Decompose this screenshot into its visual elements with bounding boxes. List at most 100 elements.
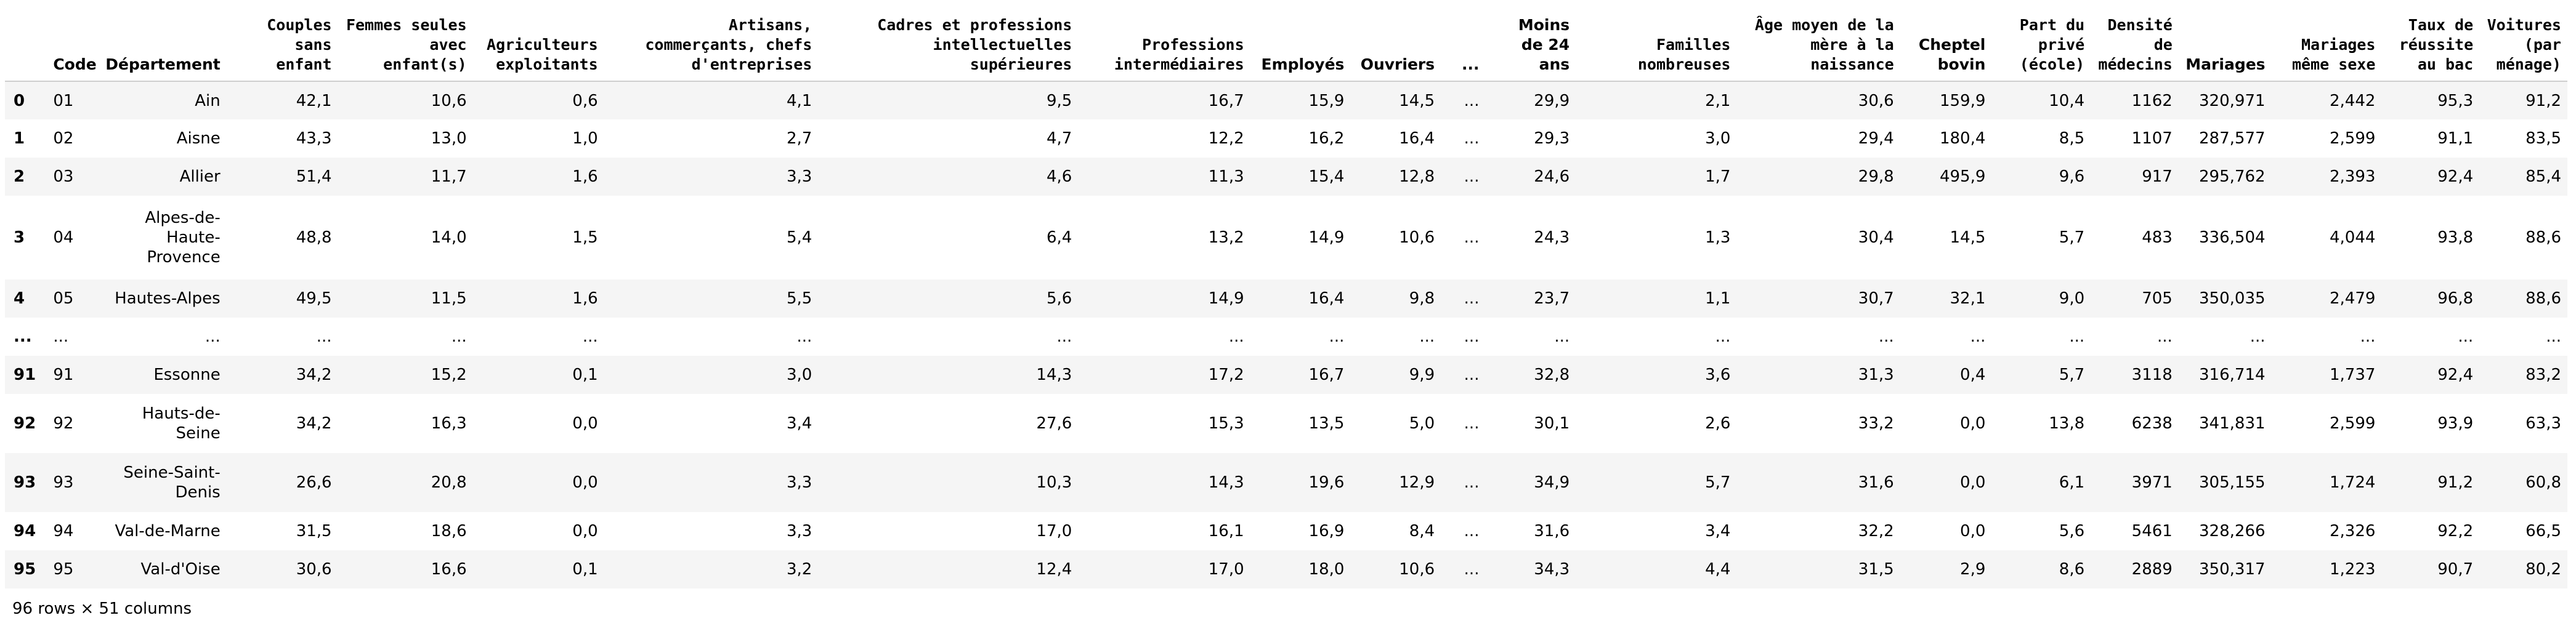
table-cell: 31,6 [1534, 522, 1570, 540]
table-cell: 83,2 [2525, 366, 2561, 384]
table-cell: 88,6 [2525, 228, 2561, 247]
table-cell: ... [1056, 327, 1072, 346]
table-cell: 5,7 [1705, 473, 1731, 492]
table-cell: 3,3 [786, 522, 812, 540]
table-cell: 2,326 [2329, 522, 2376, 540]
table-cell: 14,3 [1036, 366, 1072, 384]
table-cell: 1,0 [572, 129, 598, 148]
table-cell: 2,442 [2329, 91, 2376, 110]
column-header: Moins de 24 ans [1485, 0, 1576, 82]
table-cell: 14,3 [1208, 473, 1244, 492]
table-cell: 18,6 [431, 522, 467, 540]
table-cell: 29,3 [1534, 129, 1570, 148]
table-cell: 34,9 [1534, 473, 1570, 492]
table-cell: 51,4 [296, 167, 332, 186]
table-cell: 30,6 [296, 560, 332, 579]
table-cell: ... [1715, 327, 1731, 346]
table-cell: 9,5 [1046, 91, 1072, 110]
table-cell: 336,504 [2199, 228, 2266, 247]
table-cell: 8,4 [1409, 522, 1435, 540]
table-cell: 31,6 [1858, 473, 1894, 492]
table-body: 0 01 Ain 42,1 10,6 0,6 4,1 9,5 16,7 15,9… [5, 81, 2567, 588]
table-cell: 60,8 [2525, 473, 2561, 492]
table-cell: 3,4 [1705, 522, 1731, 540]
table-cell: 27,6 [1036, 414, 1072, 433]
table-cell: 0,0 [572, 522, 598, 540]
table-cell: 159,9 [1939, 91, 1986, 110]
table-cell: ... [1878, 327, 1894, 346]
table-cell: ... [316, 327, 332, 346]
row-index: 92 [14, 414, 36, 433]
table-cell: ... [1464, 366, 1480, 384]
table-cell: 17,0 [1036, 522, 1072, 540]
table-cell: 13,8 [2049, 414, 2085, 433]
table-cell: 12,9 [1399, 473, 1435, 492]
table-cell: 32,8 [1534, 366, 1570, 384]
table-cell: 2,9 [1960, 560, 1986, 579]
table-cell: 16,9 [1308, 522, 1345, 540]
table-cell: 63,3 [2525, 414, 2561, 433]
table-cell: 80,2 [2525, 560, 2561, 579]
row-index: 4 [14, 289, 25, 308]
table-cell: ... [1464, 91, 1480, 110]
table-cell: ... [2360, 327, 2376, 346]
table-cell: 16,2 [1308, 129, 1345, 148]
table-cell: 0,1 [572, 366, 598, 384]
table-cell: 66,5 [2525, 522, 2561, 540]
table-cell: 26,6 [296, 473, 332, 492]
table-shape-caption: 96 rows × 51 columns [12, 600, 192, 618]
table-row: 0 01 Ain 42,1 10,6 0,6 4,1 9,5 16,7 15,9… [5, 81, 2567, 119]
table-cell: 15,9 [1308, 91, 1345, 110]
table-cell: ... [1464, 167, 1480, 186]
table-cell: Allier [179, 167, 221, 186]
table-cell: 3,0 [1705, 129, 1731, 148]
table-cell: 0,0 [572, 473, 598, 492]
row-index: 1 [14, 129, 25, 148]
table-cell: ... [796, 327, 812, 346]
table-cell: 13,0 [431, 129, 467, 148]
table-cell: 1107 [2131, 129, 2173, 148]
table-cell: ... [582, 327, 598, 346]
table-cell: 16,7 [1308, 366, 1345, 384]
table-row: 2 03 Allier 51,4 11,7 1,6 3,3 4,6 11,3 1… [5, 158, 2567, 196]
column-header: Mariages même sexe [2271, 0, 2382, 82]
table-cell: 30,4 [1858, 228, 1894, 247]
table-cell: 1,3 [1705, 228, 1731, 247]
table-cell: ... [2250, 327, 2266, 346]
table-cell: 341,831 [2199, 414, 2266, 433]
table-cell: 19,6 [1308, 473, 1345, 492]
table-row: 93 93 Seine-Saint-Denis 26,6 20,8 0,0 3,… [5, 453, 2567, 512]
column-header: Femmes seules avec enfant(s) [338, 0, 473, 82]
table-cell: 328,266 [2199, 522, 2266, 540]
table-row: 95 95 Val-d'Oise 30,6 16,6 0,1 3,2 12,4 … [5, 550, 2567, 588]
table-cell: 4,4 [1705, 560, 1731, 579]
table-cell: ... [2458, 327, 2474, 346]
table-cell: Aisne [176, 129, 221, 148]
table-cell: 3,3 [786, 167, 812, 186]
table-cell: 483 [2142, 228, 2173, 247]
column-header: Voitures (par ménage) [2479, 0, 2567, 82]
table-cell: ... [1464, 289, 1480, 308]
table-cell: 01 [53, 91, 74, 110]
table-cell: ... [1970, 327, 1986, 346]
table-cell: ... [53, 327, 69, 346]
table-cell: 92,4 [2437, 167, 2474, 186]
row-index: 3 [14, 228, 25, 247]
table-cell: Val-de-Marne [115, 522, 221, 540]
column-header: Mariages [2178, 0, 2272, 82]
table-cell: 1,1 [1705, 289, 1731, 308]
table-cell: ... [1419, 327, 1435, 346]
table-cell: 2,599 [2329, 129, 2376, 148]
table-cell: 10,6 [1399, 228, 1435, 247]
table-cell: 10,4 [2049, 91, 2085, 110]
table-cell: 350,035 [2199, 289, 2266, 308]
table-cell: 31,3 [1858, 366, 1894, 384]
row-index: 2 [14, 167, 25, 186]
column-header: Agriculteurs exploitants [472, 0, 604, 82]
table-cell: 90,7 [2437, 560, 2474, 579]
table-cell: 14,5 [1399, 91, 1435, 110]
table-row: 92 92 Hauts-de-Seine 34,2 16,3 0,0 3,4 2… [5, 394, 2567, 453]
table-cell: 1,223 [2329, 560, 2376, 579]
table-cell: 91,1 [2437, 129, 2474, 148]
table-cell: 1,6 [572, 167, 598, 186]
